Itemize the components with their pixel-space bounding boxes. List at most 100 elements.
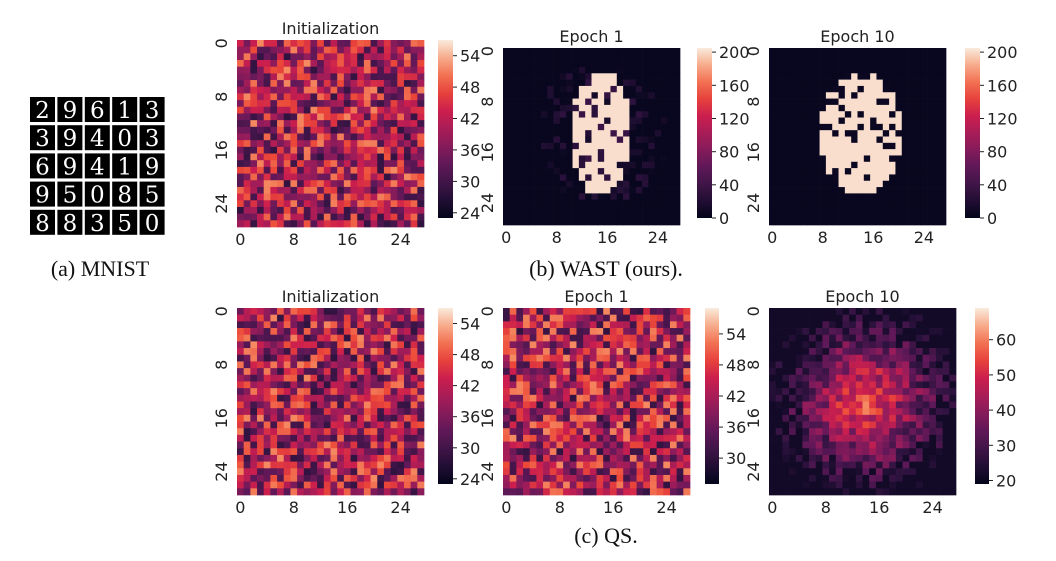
colorbar-tick-label: 30 [726,449,746,468]
heatmap-cell [543,461,551,469]
heatmap-cell [290,40,298,48]
heatmap-cell [337,454,345,462]
heatmap-cell [363,354,371,362]
heatmap-cell [556,328,564,336]
heatmap-cell [933,149,941,156]
heatmap-cell [263,53,271,61]
heatmap-cell [576,454,584,462]
heatmap-cell [661,136,668,144]
heatmap-cell [553,155,561,163]
heatmap-cell [566,85,573,93]
heatmap-cell [616,428,624,436]
heatmap-cell [257,160,265,168]
heatmap-cell [629,123,637,131]
heatmap-cell [243,454,251,462]
heatmap-cell [649,448,657,456]
heatmap-cell [649,361,657,369]
heatmap-cell [876,48,884,55]
heatmap-cell [825,161,833,169]
heatmap-cell [901,206,909,213]
heatmap-cell [809,334,817,342]
heatmap-cell [589,308,597,316]
heatmap-cell [629,434,637,442]
heatmap-cell [849,388,857,396]
heatmap-cell [377,73,385,81]
heatmap-cell [889,193,896,201]
heatmap-cell [263,401,271,409]
heatmap-cell [585,193,592,201]
heatmap-cell [616,388,624,396]
heatmap-cell [310,46,318,54]
mnist-digit: 2 [35,98,50,124]
heatmap-cell [323,40,331,48]
heatmap-cell [795,308,803,316]
heatmap-cell [889,488,897,496]
heatmap-cell [583,328,591,336]
heatmap-cell [566,187,573,194]
heatmap-cell [596,488,604,496]
heatmap-cell [277,166,285,174]
heatmap-cell [383,186,391,194]
heatmap-cell [933,155,941,163]
heatmap-cell [901,136,909,144]
heatmap-cell [775,136,782,144]
heatmap-cell [317,428,325,436]
heatmap-cell [794,174,801,182]
heatmap-cell [929,414,937,422]
heatmap-cell [303,381,311,389]
heatmap-cell [782,381,790,389]
heatmap-cell [800,54,808,61]
heatmap-cell [390,321,398,329]
heatmap-cell [676,408,684,416]
heatmap-cell [357,80,365,88]
heatmap-cell [337,193,345,201]
heatmap-cell [397,160,405,168]
heatmap-cell [549,341,557,349]
heatmap-cell [648,155,656,163]
heatmap-cell [673,218,681,226]
heatmap-cell [920,199,928,207]
heatmap-cell [540,111,548,118]
heatmap-cell [869,448,877,456]
heatmap-cell [609,334,617,342]
heatmap-cell [794,161,801,169]
heatmap-cell [806,174,814,182]
heatmap-cell [270,53,278,61]
heatmap-cell [390,80,398,88]
heatmap-cell [503,381,511,389]
heatmap-cell [643,448,651,456]
heatmap-cell [610,136,618,144]
heatmap-cell [297,321,305,329]
heatmap-cell [895,136,903,144]
heatmap-cell [769,321,777,329]
heatmap-cell [813,54,820,61]
heatmap-cell [263,93,271,101]
heatmap-cell [789,388,797,396]
heatmap-cell [509,130,516,137]
heatmap-cell [920,212,928,220]
heatmap-cell [819,98,827,106]
y-tick-label: 24 [744,193,763,213]
heatmap-cell [857,193,865,201]
heatmap-cell [882,381,890,389]
heatmap-cell [673,193,681,201]
heatmap-cell [390,408,398,416]
heatmap-cell [263,454,271,462]
heatmap-cell [835,341,843,349]
heatmap-cell [822,354,830,362]
heatmap-cell [596,328,604,336]
heatmap-cell [257,341,265,349]
heatmap-cell [829,428,837,436]
heatmap-cell [635,199,643,207]
heatmap-cell [509,434,517,442]
heatmap-cell [503,98,510,106]
heatmap-cell [290,86,298,94]
heatmap-cell [263,113,271,121]
heatmap-cell [323,153,331,161]
heatmap-cell [543,441,551,449]
heatmap-cell [795,461,803,469]
heatmap-cell [775,421,783,429]
heatmap-cell [787,48,795,55]
heatmap-cell [569,328,577,336]
heatmap-cell [636,401,644,409]
